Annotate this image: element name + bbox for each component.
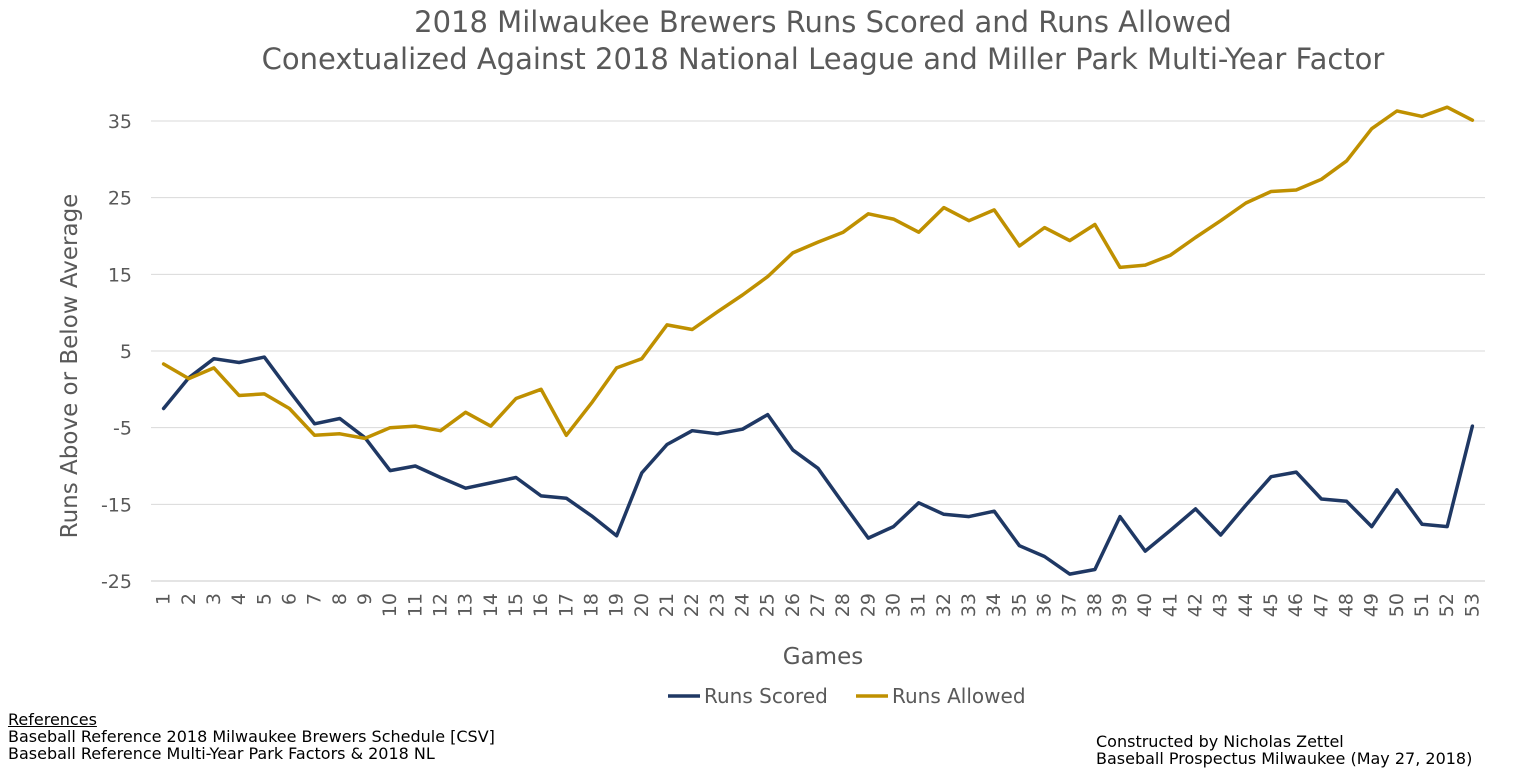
x-tick-label: 29 (857, 593, 879, 617)
x-tick-label: 17 (555, 593, 577, 617)
chart-title-line-2: Conextualized Against 2018 National Leag… (262, 42, 1385, 76)
gridlines (151, 120, 1485, 582)
x-axis-title: Games (783, 644, 863, 670)
x-tick-label: 35 (1008, 593, 1030, 617)
y-tick-label: -25 (101, 571, 132, 593)
legend-label: Runs Allowed (892, 684, 1026, 708)
x-tick-label: 2 (178, 593, 200, 605)
x-tick-label: 48 (1336, 593, 1358, 617)
x-tick-label: 39 (1109, 593, 1131, 617)
x-tick-label: 40 (1134, 593, 1156, 617)
x-tick-label: 8 (329, 593, 351, 605)
x-tick-label: 44 (1235, 593, 1257, 617)
x-tick-label: 36 (1034, 593, 1056, 617)
series-line-runs-allowed (161, 105, 1475, 441)
x-tick-label: 4 (228, 593, 250, 605)
reference-line-2: Baseball Reference Multi-Year Park Facto… (8, 744, 435, 763)
x-tick-label: 53 (1461, 593, 1483, 617)
x-tick-label: 18 (580, 593, 602, 617)
x-tick-label: 5 (253, 593, 275, 605)
x-tick-label: 23 (706, 593, 728, 617)
x-tick-label: 27 (807, 593, 829, 617)
y-tick-label: 15 (108, 264, 132, 286)
x-tick-label: 37 (1059, 593, 1081, 617)
x-tick-label: 38 (1084, 593, 1106, 617)
x-tick-label: 43 (1210, 593, 1232, 617)
credit-publication: Baseball Prospectus Milwaukee (May 27, 2… (1096, 749, 1473, 768)
chart-title-line-1: 2018 Milwaukee Brewers Runs Scored and R… (414, 5, 1232, 39)
x-tick-label: 1 (153, 593, 175, 605)
legend: Runs Scored Runs Allowed (668, 684, 1026, 708)
x-tick-label: 47 (1310, 593, 1332, 617)
x-tick-label: 34 (983, 593, 1005, 617)
x-tick-label: 12 (429, 593, 451, 617)
x-tick-label: 32 (933, 593, 955, 617)
x-tick-label: 20 (631, 593, 653, 617)
x-tick-label: 31 (908, 593, 930, 617)
x-tick-label: 28 (832, 593, 854, 617)
x-tick-label: 42 (1185, 593, 1207, 617)
x-tick-label: 52 (1436, 593, 1458, 617)
x-tick-label: 50 (1386, 593, 1408, 617)
x-tick-label: 46 (1285, 593, 1307, 617)
x-tick-label: 41 (1159, 593, 1181, 617)
references-block: References Baseball Reference 2018 Milwa… (8, 711, 495, 762)
credits-block: Constructed by Nicholas Zettel Baseball … (1096, 733, 1472, 767)
y-tick-label: 5 (120, 341, 132, 363)
y-tick-label: 35 (108, 111, 132, 133)
x-tick-label: 3 (203, 593, 225, 605)
references-heading: References (8, 710, 97, 729)
x-tick-label: 15 (505, 593, 527, 617)
reference-line-1: Baseball Reference 2018 Milwaukee Brewer… (8, 727, 495, 746)
chart-title: 2018 Milwaukee Brewers Runs Scored and R… (262, 5, 1385, 76)
x-tick-label: 19 (606, 593, 628, 617)
x-tick-label: 6 (278, 593, 300, 605)
x-tick-label: 26 (782, 593, 804, 617)
x-tick-label: 25 (757, 593, 779, 617)
y-axis-ticks: 35 25 15 5 -5 -15 -25 (101, 111, 132, 593)
x-tick-label: 45 (1260, 593, 1282, 617)
x-tick-label: 51 (1411, 593, 1433, 617)
x-tick-label: 24 (731, 593, 753, 617)
legend-label: Runs Scored (704, 684, 828, 708)
x-tick-label: 22 (681, 593, 703, 617)
x-axis-ticks: 1 2 3 4 5 6 7 8 9 10 11 12 13 14 15 16 17 18 19 20 21 22 23 24 2… (153, 593, 1484, 617)
series-lines (161, 105, 1475, 576)
x-tick-label: 16 (530, 593, 552, 617)
y-tick-label: -15 (101, 494, 132, 516)
x-tick-label: 11 (404, 593, 426, 617)
x-tick-label: 9 (354, 593, 376, 605)
x-tick-label: 49 (1361, 593, 1383, 617)
y-tick-label: -5 (113, 418, 132, 440)
credit-author: Constructed by Nicholas Zettel (1096, 732, 1344, 751)
y-axis-title: Runs Above or Below Average (57, 194, 83, 539)
series-line-runs-scored (161, 355, 1475, 576)
x-tick-label: 14 (480, 593, 502, 617)
x-tick-label: 13 (455, 593, 477, 617)
x-tick-label: 7 (304, 593, 326, 605)
y-tick-label: 25 (108, 188, 132, 210)
x-tick-label: 33 (958, 593, 980, 617)
x-tick-label: 21 (656, 593, 678, 617)
x-tick-label: 30 (883, 593, 905, 617)
x-tick-label: 10 (379, 593, 401, 617)
